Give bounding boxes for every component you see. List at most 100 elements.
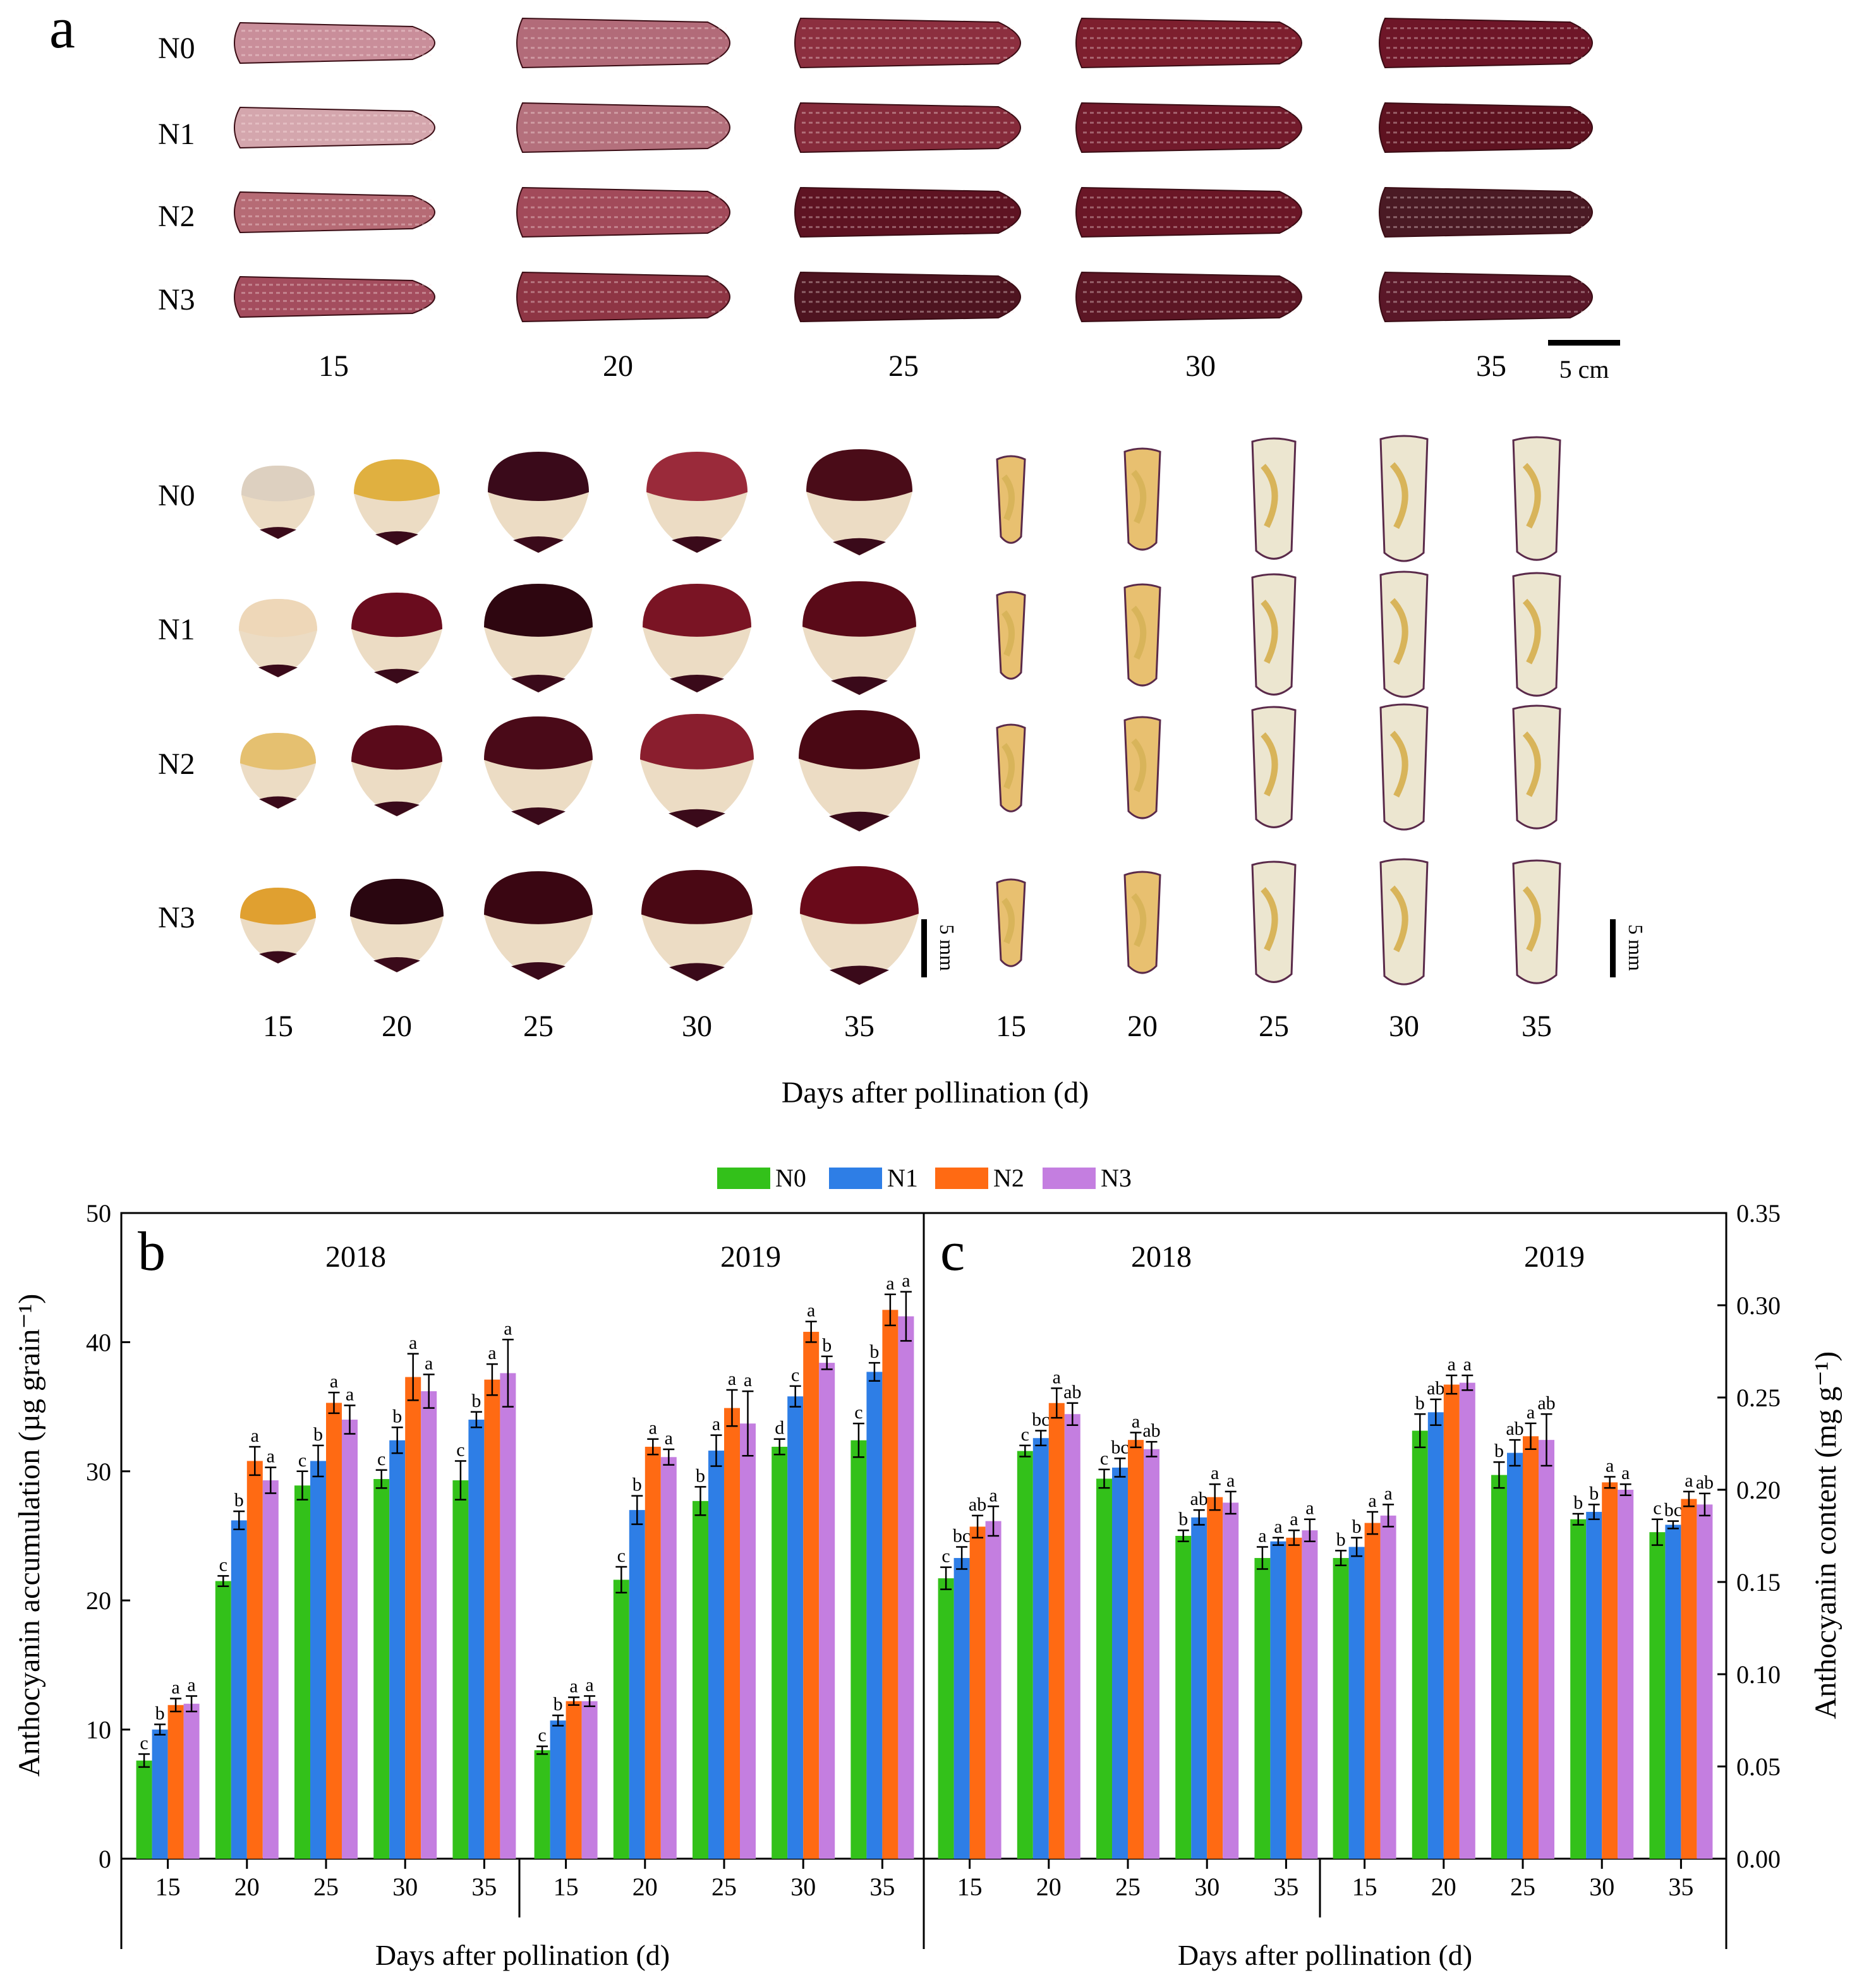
y-tick-label: 0.20 xyxy=(1736,1476,1781,1504)
y-tick-label: 0.30 xyxy=(1736,1291,1781,1320)
bar-n2 xyxy=(644,1446,661,1859)
kernel-section-photo xyxy=(1123,871,1161,974)
significance-letter: ab xyxy=(1427,1378,1444,1399)
bar-n3 xyxy=(500,1373,516,1859)
significance-letter: a xyxy=(989,1485,997,1506)
panel-letter-b: b xyxy=(138,1221,166,1283)
bar-n0 xyxy=(1491,1475,1507,1859)
ear-photo xyxy=(1075,102,1302,154)
kernel-day-label: 25 xyxy=(523,1010,554,1043)
significance-letter: a xyxy=(712,1414,720,1435)
x-tick-label: 15 xyxy=(155,1873,181,1901)
significance-letter: c xyxy=(456,1439,464,1460)
x-axis-label: Days after pollination (d) xyxy=(1178,1939,1472,1971)
ear-photo xyxy=(1379,186,1593,238)
ear-photo xyxy=(794,186,1021,238)
significance-letter: bc xyxy=(1664,1500,1682,1521)
significance-letter: c xyxy=(941,1546,950,1567)
legend-label: N0 xyxy=(775,1164,806,1192)
significance-letter: c xyxy=(1021,1424,1029,1445)
significance-letter: a xyxy=(267,1446,275,1467)
legend-swatch xyxy=(935,1168,988,1189)
significance-letter: a xyxy=(330,1371,338,1392)
x-tick-label: 30 xyxy=(392,1873,418,1901)
kernel-photo xyxy=(799,710,920,831)
bar-n2 xyxy=(969,1526,986,1859)
significance-letter: a xyxy=(346,1384,354,1405)
significance-letter: b xyxy=(632,1475,642,1495)
significance-letter: bc xyxy=(953,1526,971,1547)
significance-letter: a xyxy=(1368,1490,1376,1511)
kernel-photo xyxy=(241,466,315,539)
x-tick-label: 15 xyxy=(1352,1873,1377,1901)
bar-n2 xyxy=(1286,1537,1302,1859)
y-axis-label: Anthocyanin content (mg g⁻¹) xyxy=(1809,1351,1843,1719)
kernel-photo xyxy=(351,725,442,816)
significance-letter: c xyxy=(1100,1448,1108,1469)
significance-letter: c xyxy=(617,1545,626,1566)
x-tick-label: 35 xyxy=(869,1873,895,1901)
bar-n3 xyxy=(985,1521,1002,1859)
bar-n1 xyxy=(1032,1438,1049,1859)
bar-n2 xyxy=(405,1377,421,1859)
y-tick-label: 0.15 xyxy=(1736,1568,1781,1597)
kernel-day-label: 35 xyxy=(844,1010,874,1043)
y-axis-label: Anthocyanin accumulation (µg grain⁻¹) xyxy=(13,1294,46,1777)
bar-n1 xyxy=(1348,1547,1365,1859)
bar-n2 xyxy=(1364,1523,1381,1859)
ear-photo xyxy=(1379,17,1593,69)
y-tick-label: 0.10 xyxy=(1736,1660,1781,1689)
bar-n1 xyxy=(1427,1412,1444,1859)
x-tick-label: 25 xyxy=(711,1873,737,1901)
significance-letter: c xyxy=(854,1402,862,1423)
significance-letter: b xyxy=(1415,1392,1425,1413)
significance-letter: ab xyxy=(1506,1418,1523,1439)
bar-n0 xyxy=(850,1440,867,1859)
significance-letter: b xyxy=(234,1490,244,1511)
panel-a: a N0 N1 N2 N3 15 20 25 30 35 5 cm N0 N1 … xyxy=(49,0,1647,1109)
legend-item-n2: N2 xyxy=(935,1164,1024,1192)
bar-n1 xyxy=(1665,1524,1681,1859)
panel-a-letter: a xyxy=(49,0,75,60)
y-tick-label: 20 xyxy=(86,1586,111,1615)
significance-letter: a xyxy=(902,1271,910,1291)
bar-n1 xyxy=(1507,1452,1523,1859)
bar-n2 xyxy=(1207,1497,1223,1859)
bar-n0 xyxy=(373,1479,390,1859)
bar-n2 xyxy=(803,1332,820,1859)
bar-n2 xyxy=(326,1403,342,1859)
kernel-photo xyxy=(239,599,317,677)
bar-n1 xyxy=(231,1520,247,1859)
ear-photo xyxy=(1379,271,1593,323)
significance-letter: a xyxy=(251,1425,259,1446)
significance-letter: a xyxy=(1463,1354,1472,1375)
kernel-section-photo xyxy=(1512,436,1561,561)
kernel-day-label: 30 xyxy=(682,1010,712,1043)
significance-letter: c xyxy=(219,1554,227,1575)
kernel-photo xyxy=(354,459,440,545)
legend-swatch xyxy=(717,1168,770,1189)
ear-photo xyxy=(234,191,435,234)
ear-day-label: 35 xyxy=(1476,349,1506,383)
bar-n3 xyxy=(1459,1382,1475,1859)
year-label: 2018 xyxy=(1131,1240,1192,1274)
bar-n0 xyxy=(1096,1478,1112,1859)
ear-photo xyxy=(794,17,1021,69)
legend-label: N1 xyxy=(887,1164,918,1192)
bar-n0 xyxy=(294,1485,310,1859)
significance-letter: a xyxy=(886,1273,894,1294)
kernel-photo xyxy=(646,452,747,553)
bar-n0 xyxy=(772,1446,788,1859)
y-tick-label: 40 xyxy=(86,1328,111,1356)
bar-n3 xyxy=(1223,1502,1239,1859)
ear-day-label: 25 xyxy=(888,349,919,383)
significance-letter: a xyxy=(1274,1516,1282,1537)
x-tick-label: 25 xyxy=(1115,1873,1141,1901)
x-tick-label: 30 xyxy=(790,1873,816,1901)
bar-n0 xyxy=(534,1750,550,1859)
bar-n0 xyxy=(938,1578,954,1859)
section-day-label: 25 xyxy=(1259,1010,1289,1043)
kernel-scale-bar xyxy=(921,919,927,977)
significance-letter: b xyxy=(392,1406,402,1427)
